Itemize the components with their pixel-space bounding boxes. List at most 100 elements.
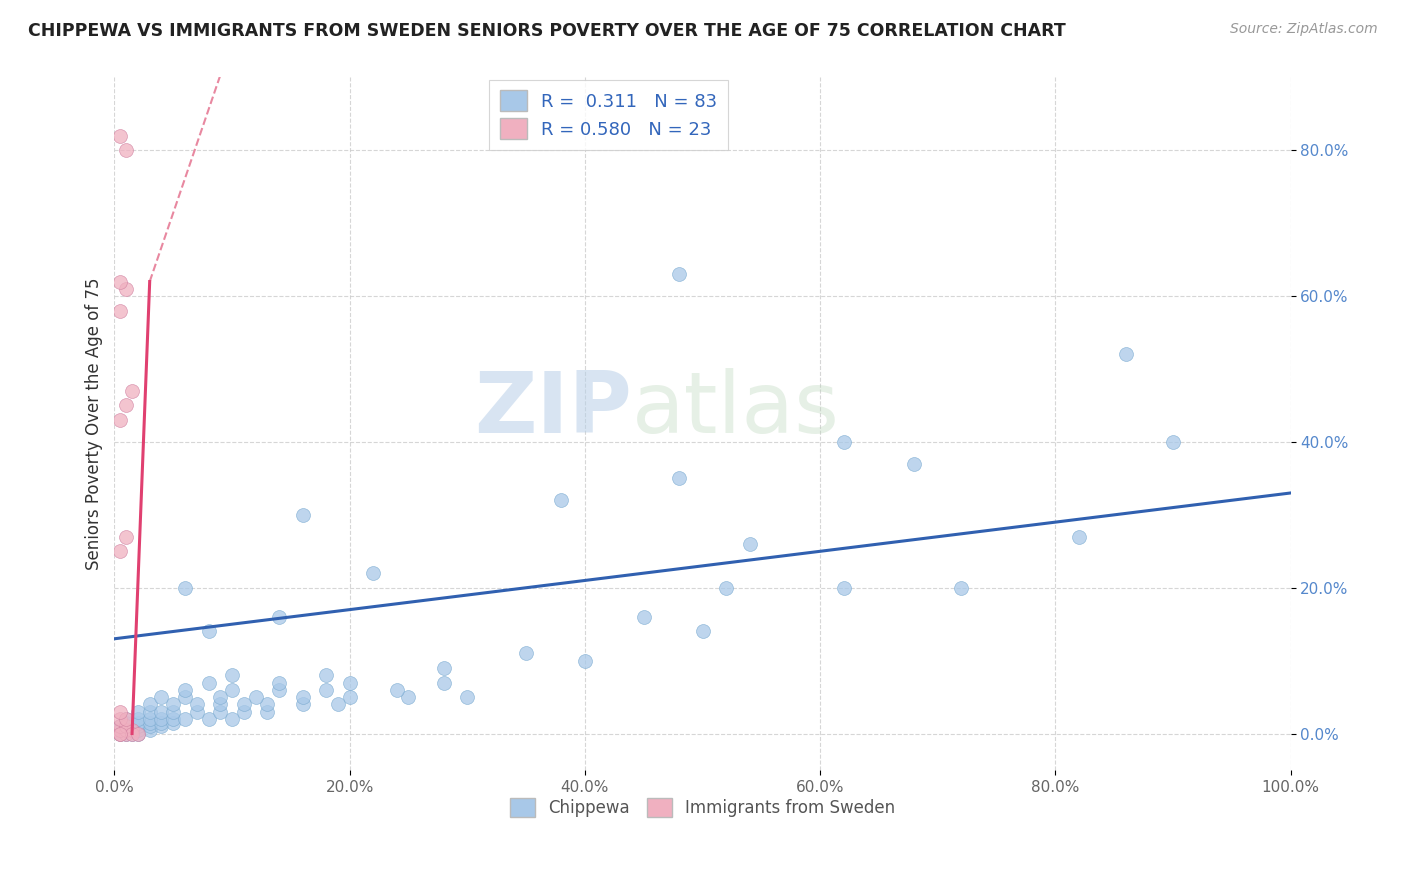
Point [668, 267, 690, 281]
Point [456, 690, 478, 704]
Point [267, 610, 290, 624]
Point [127, 705, 149, 719]
Point [174, 690, 197, 704]
Point [714, 581, 737, 595]
Point [127, 726, 149, 740]
Point [245, 690, 267, 704]
Point [150, 719, 173, 733]
Point [221, 712, 243, 726]
Point [209, 698, 232, 712]
Point [110, 726, 132, 740]
Point [150, 715, 173, 730]
Point [256, 705, 278, 719]
Point [121, 723, 143, 737]
Point [138, 723, 160, 737]
Point [574, 654, 596, 668]
Point [121, 723, 143, 737]
Point [138, 715, 160, 730]
Point [127, 712, 149, 726]
Point [903, 457, 925, 471]
Point [110, 275, 132, 289]
Point [174, 682, 197, 697]
Point [138, 705, 160, 719]
Point [121, 715, 143, 730]
Point [127, 726, 149, 740]
Point [738, 537, 761, 551]
Text: atlas: atlas [631, 368, 839, 451]
Point [209, 705, 232, 719]
Point [110, 128, 132, 143]
Point [110, 413, 132, 427]
Point [115, 726, 138, 740]
Point [174, 581, 197, 595]
Text: ZIP: ZIP [474, 368, 631, 451]
Point [291, 690, 314, 704]
Point [115, 399, 138, 413]
Point [633, 610, 655, 624]
Point [110, 719, 132, 733]
Point [138, 712, 160, 726]
Point [339, 675, 361, 690]
Point [232, 705, 254, 719]
Point [162, 712, 184, 726]
Point [950, 581, 973, 595]
Point [162, 705, 184, 719]
Point [115, 715, 138, 730]
Point [267, 682, 290, 697]
Point [433, 675, 456, 690]
Y-axis label: Seniors Poverty Over the Age of 75: Seniors Poverty Over the Age of 75 [86, 277, 103, 570]
Point [127, 715, 149, 730]
Point [221, 682, 243, 697]
Point [121, 726, 143, 740]
Point [692, 624, 714, 639]
Point [115, 530, 138, 544]
Point [398, 690, 420, 704]
Point [110, 705, 132, 719]
Point [110, 544, 132, 558]
Point [1161, 434, 1184, 449]
Point [150, 712, 173, 726]
Point [174, 712, 197, 726]
Point [115, 719, 138, 733]
Point [162, 698, 184, 712]
Point [315, 682, 337, 697]
Point [197, 712, 219, 726]
Point [1067, 530, 1090, 544]
Point [385, 682, 408, 697]
Point [267, 675, 290, 690]
Point [110, 719, 132, 733]
Point [256, 698, 278, 712]
Point [361, 566, 384, 581]
Point [115, 719, 138, 733]
Point [291, 698, 314, 712]
Point [115, 282, 138, 296]
Point [197, 624, 219, 639]
Point [110, 726, 132, 740]
Point [115, 712, 138, 726]
Point [127, 723, 149, 737]
Point [832, 434, 855, 449]
Point [115, 723, 138, 737]
Point [515, 646, 537, 660]
Point [209, 690, 232, 704]
Point [221, 668, 243, 682]
Point [110, 723, 132, 737]
Point [150, 690, 173, 704]
Point [121, 384, 143, 398]
Point [162, 715, 184, 730]
Point [110, 726, 132, 740]
Point [121, 726, 143, 740]
Point [110, 303, 132, 318]
Point [197, 675, 219, 690]
Point [115, 144, 138, 158]
Point [186, 705, 208, 719]
Point [127, 719, 149, 733]
Text: CHIPPEWA VS IMMIGRANTS FROM SWEDEN SENIORS POVERTY OVER THE AGE OF 75 CORRELATIO: CHIPPEWA VS IMMIGRANTS FROM SWEDEN SENIO… [28, 22, 1066, 40]
Legend: Chippewa, Immigrants from Sweden: Chippewa, Immigrants from Sweden [503, 791, 901, 824]
Point [315, 668, 337, 682]
Point [326, 698, 349, 712]
Point [186, 698, 208, 712]
Point [339, 690, 361, 704]
Point [232, 698, 254, 712]
Point [832, 581, 855, 595]
